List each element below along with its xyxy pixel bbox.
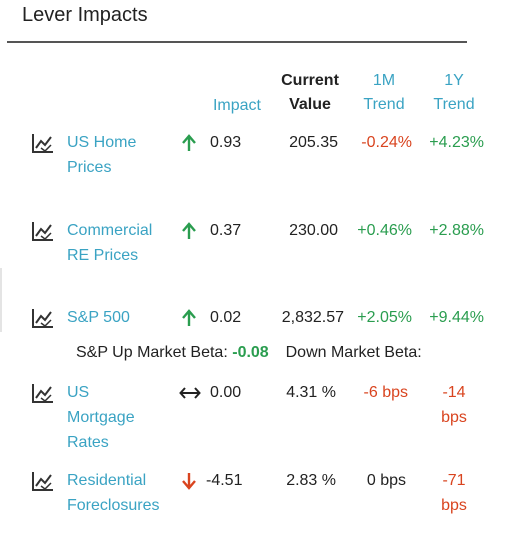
lever-name-line1: US Home	[67, 134, 137, 151]
down-market-beta-label: Down Market Beta:	[285, 344, 422, 361]
header-current-line2: Value	[289, 96, 331, 113]
trend-1m: -0.24%	[361, 134, 412, 151]
header-current-value[interactable]: Current Value	[272, 69, 348, 117]
trend-1y-line1: -71	[442, 472, 466, 489]
header-1m-trend[interactable]: 1M Trend	[354, 69, 414, 117]
lever-name-line1: Commercial	[67, 222, 153, 239]
impact-value: -4.51	[206, 472, 243, 489]
header-1m-line2: Trend	[363, 96, 405, 113]
trend-1m: +2.05%	[357, 309, 412, 326]
header-1y-trend[interactable]: 1Y Trend	[424, 69, 484, 117]
lever-name-line1: Residential	[67, 472, 147, 489]
arrow-up-icon	[182, 222, 196, 239]
current-value: 230.00	[289, 222, 338, 239]
impact-value: 0.00	[210, 384, 242, 401]
trend-1y: +9.44%	[429, 309, 484, 326]
trend-1m: +0.46%	[357, 222, 412, 239]
header-impact[interactable]: Impact	[212, 97, 261, 114]
lever-name-residential-foreclosures[interactable]: Residential Foreclosures	[67, 468, 197, 518]
side-scroll-mark	[0, 268, 2, 332]
line-chart-icon[interactable]	[31, 132, 55, 154]
lever-name-us-home-prices[interactable]: US Home Prices	[67, 130, 197, 180]
current-value: 2,832.57	[281, 309, 344, 326]
trend-1y-line2: bps	[441, 409, 467, 426]
market-beta-line: S&P Up Market Beta: -0.08 Down Market Be…	[76, 344, 422, 362]
line-chart-icon[interactable]	[31, 307, 55, 329]
current-value: 205.35	[289, 134, 338, 151]
header-current-line1: Current	[281, 72, 339, 89]
header-1y-line2: Trend	[433, 96, 475, 113]
title-divider	[7, 41, 467, 43]
current-value: 4.31 %	[286, 384, 336, 401]
impact-value: 0.37	[210, 222, 242, 239]
trend-1y-line2: bps	[441, 497, 467, 514]
lever-name-line2: Prices	[67, 159, 112, 176]
lever-name-line2: Mortgage	[67, 409, 135, 426]
trend-1y-line1: -14	[442, 384, 466, 401]
trend-1y: +2.88%	[429, 222, 484, 239]
arrow-up-icon	[182, 309, 196, 326]
impact-value: 0.02	[210, 309, 242, 326]
up-market-beta-value: -0.08	[232, 344, 269, 361]
lever-name-line3: Rates	[67, 434, 109, 451]
header-1y-line1: 1Y	[444, 72, 464, 89]
line-chart-icon[interactable]	[31, 470, 55, 492]
up-market-beta-label: S&P Up Market Beta:	[76, 344, 228, 361]
trend-1m: -6 bps	[363, 384, 408, 401]
arrow-up-icon	[182, 134, 196, 151]
line-chart-icon[interactable]	[31, 382, 55, 404]
header-1m-line1: 1M	[372, 72, 396, 89]
trend-1m: 0 bps	[366, 472, 406, 489]
current-value: 2.83 %	[286, 472, 336, 489]
trend-1y: -14 bps	[430, 380, 478, 430]
trend-1y: +4.23%	[429, 134, 484, 151]
lever-name-line1: US	[67, 384, 90, 401]
arrow-left-right-icon	[179, 387, 201, 399]
line-chart-icon[interactable]	[31, 220, 55, 242]
panel-title: Lever Impacts	[22, 4, 148, 26]
lever-name-us-mortgage-rates[interactable]: US Mortgage Rates	[67, 380, 197, 455]
lever-name-line1: S&P 500	[67, 309, 130, 326]
lever-name-line2: RE Prices	[67, 247, 139, 264]
lever-name-sp-500[interactable]: S&P 500	[67, 305, 197, 330]
trend-1y: -71 bps	[430, 468, 478, 518]
lever-name-commercial-re-prices[interactable]: Commercial RE Prices	[67, 218, 197, 268]
arrow-down-icon	[182, 473, 196, 490]
impact-value: 0.93	[210, 134, 242, 151]
lever-name-line2: Foreclosures	[67, 497, 160, 514]
